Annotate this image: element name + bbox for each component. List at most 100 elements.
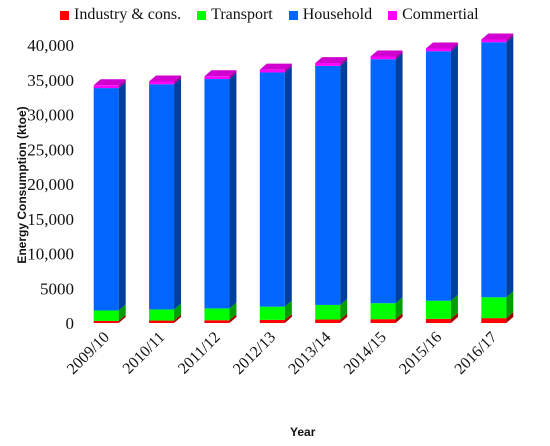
- bar-segment: [259, 319, 285, 323]
- y-tick-label: 0: [66, 314, 75, 333]
- bar-segment: [204, 320, 230, 323]
- bar-segment: [259, 306, 285, 320]
- bar-segment-side: [174, 75, 182, 85]
- bar-segment-side: [340, 313, 348, 323]
- bar-segment-side: [450, 312, 458, 323]
- bar-segment-side: [118, 314, 126, 323]
- x-tick-label: 2011/12: [175, 329, 224, 378]
- legend-label: Commertial: [402, 6, 479, 23]
- bar-segment-side: [340, 59, 348, 305]
- bar-top: [315, 57, 348, 64]
- bar-segment-side: [506, 33, 514, 43]
- chart-legend: Industry & cons. Transport Household Commer…: [60, 6, 495, 24]
- legend-label: Transport: [211, 6, 273, 23]
- bar-segment: [93, 320, 119, 323]
- bar-segment-side: [284, 300, 292, 320]
- bar-segment: [370, 319, 396, 323]
- bar-top: [259, 63, 292, 70]
- y-tick-label: 30,000: [27, 106, 74, 125]
- bar-segment: [315, 319, 341, 323]
- y-tick-label: 10,000: [27, 245, 74, 264]
- bar-segment-side: [450, 294, 458, 319]
- y-axis-label: Energy Consumption (ktoe): [15, 106, 29, 264]
- y-tick-label: 15,000: [27, 210, 74, 229]
- legend-swatch: [388, 10, 398, 20]
- x-tick-label: 2015/16: [396, 329, 445, 378]
- bar-segment-side: [450, 45, 458, 301]
- bar-segment: [149, 81, 175, 85]
- legend-item: Transport: [197, 6, 273, 24]
- bar-segment: [370, 56, 396, 60]
- legend-item: Commertial: [388, 6, 479, 24]
- y-tick-label: 35,000: [27, 71, 74, 90]
- legend-item: Industry & cons.: [60, 6, 181, 24]
- bar-segment-side: [395, 297, 403, 320]
- bar-segment: [204, 79, 230, 309]
- bar-segment-side: [284, 63, 292, 73]
- bar-segment-side: [284, 66, 292, 307]
- bar-segment: [425, 51, 451, 301]
- y-tick-label: 40,000: [27, 36, 74, 55]
- bar-segment: [259, 72, 285, 307]
- bar-segment-side: [174, 314, 182, 323]
- x-tick-label: 2010/11: [120, 329, 169, 378]
- bar-segment: [149, 84, 175, 310]
- bar-segment: [315, 63, 341, 66]
- legend-item: Household: [288, 6, 373, 24]
- bar-segment: [149, 320, 175, 323]
- bar-segment-side: [506, 36, 514, 298]
- bar-segment: [93, 88, 119, 311]
- bar-segment: [204, 76, 230, 80]
- x-tick-label: 2013/14: [285, 329, 334, 378]
- bar-segment-side: [450, 42, 458, 52]
- bar-segment: [93, 85, 119, 89]
- bar-top: [149, 75, 182, 82]
- bar-top: [481, 33, 514, 40]
- bar-segment-side: [229, 70, 237, 80]
- bar-segment-side: [174, 78, 182, 310]
- bar-segment-side: [174, 303, 182, 321]
- x-tick-label: 2012/13: [230, 329, 279, 378]
- bar-segment-side: [395, 50, 403, 60]
- bar-segment-side: [395, 53, 403, 304]
- bar-segment-side: [506, 312, 514, 323]
- x-tick-label: 2016/17: [452, 329, 501, 378]
- bar-segment-side: [118, 79, 126, 89]
- bar-segment-side: [340, 57, 348, 66]
- bar-segment-side: [118, 82, 126, 311]
- bar-segment: [315, 65, 341, 305]
- x-tick-label: 2014/15: [341, 329, 390, 378]
- bar-segment: [481, 42, 507, 298]
- bar-segment: [481, 318, 507, 323]
- bar-segment: [204, 308, 230, 321]
- legend-swatch: [60, 10, 69, 20]
- y-tick-label: 20,000: [27, 175, 74, 194]
- bar-segment: [93, 310, 119, 321]
- bar-segment: [481, 39, 507, 43]
- bar-top: [370, 50, 403, 57]
- bar-top: [93, 79, 126, 86]
- bar-segment-side: [118, 304, 126, 321]
- bar-segment-side: [340, 298, 348, 320]
- y-tick-label: 5000: [40, 279, 74, 298]
- bar-segment-side: [229, 73, 237, 309]
- bar-segment-side: [284, 313, 292, 323]
- bar-segment: [425, 48, 451, 52]
- bar-top: [204, 70, 237, 77]
- legend-swatch: [197, 10, 207, 20]
- bar-segment: [425, 300, 451, 319]
- bar-segment: [425, 318, 451, 323]
- bar-segment: [315, 304, 341, 320]
- bar-segment-side: [395, 313, 403, 323]
- y-tick-label: 25,000: [27, 140, 74, 159]
- bar-segment: [259, 69, 285, 73]
- legend-label: Household: [302, 6, 373, 23]
- legend-swatch: [288, 10, 298, 20]
- bar-top: [425, 42, 458, 49]
- legend-label: Industry & cons.: [74, 6, 182, 23]
- bar-segment: [370, 303, 396, 320]
- x-axis-label: Year: [290, 425, 316, 439]
- bar-segment: [481, 297, 507, 319]
- bar-segment: [149, 309, 175, 321]
